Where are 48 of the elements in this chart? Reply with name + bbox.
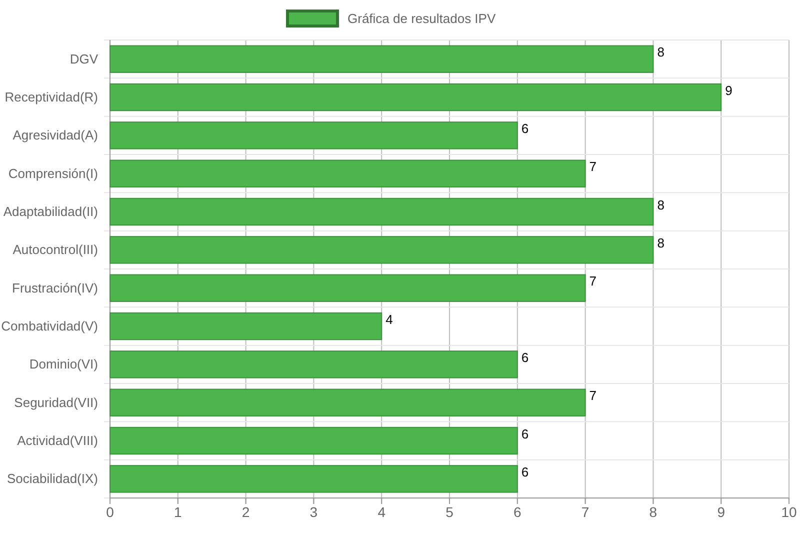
x-tick-label: 8 — [649, 504, 658, 520]
y-tick-label: Seguridad(VII) — [14, 394, 98, 410]
data-label: 7 — [589, 388, 597, 404]
y-tick-label: Receptividad(R) — [4, 89, 98, 104]
y-tick-label: Dominio(VI) — [29, 356, 98, 372]
bar — [110, 426, 518, 455]
data-label: 6 — [521, 350, 529, 366]
y-tick-label: Actividad(VIII) — [17, 432, 98, 448]
data-label: 6 — [521, 426, 529, 442]
x-tick-label: 7 — [581, 504, 590, 520]
data-label: 6 — [521, 121, 529, 136]
y-tick-label: Sociabilidad(IX) — [6, 471, 98, 486]
data-label: 7 — [589, 274, 597, 289]
bar — [110, 388, 586, 416]
y-tick-label: DGV — [70, 51, 98, 66]
data-label: 7 — [589, 159, 597, 174]
bar — [110, 122, 518, 150]
bar — [110, 236, 654, 264]
x-tick-label: 2 — [242, 504, 250, 520]
bar — [110, 45, 654, 73]
data-label: 8 — [657, 236, 664, 251]
data-label: 6 — [521, 464, 529, 480]
bar — [110, 198, 654, 226]
data-label: 8 — [657, 197, 664, 212]
bar — [110, 312, 382, 340]
y-tick-label: Autocontrol(III) — [12, 242, 98, 258]
data-label: 9 — [725, 82, 732, 98]
data-label: 4 — [386, 312, 393, 327]
x-tick-label: 6 — [514, 504, 522, 520]
y-tick-label: Agresividad(A) — [12, 128, 98, 143]
bar — [110, 160, 586, 188]
x-tick-label: 4 — [378, 504, 386, 520]
y-tick-label: Comprensión(I) — [8, 166, 98, 181]
data-label: 8 — [657, 44, 664, 60]
x-tick-label: 9 — [717, 504, 726, 520]
bar — [110, 274, 586, 302]
x-tick-label: 1 — [174, 504, 182, 520]
x-tick-label: 3 — [310, 504, 318, 520]
x-tick-label: 5 — [446, 504, 454, 520]
y-tick-label: Combatividad(V) — [1, 318, 98, 334]
bar — [110, 350, 518, 378]
x-tick-label: 10 — [781, 504, 797, 520]
bar — [110, 83, 722, 112]
x-tick-label: 0 — [106, 504, 114, 520]
y-tick-label: Adaptabilidad(II) — [3, 204, 98, 219]
bar — [110, 465, 518, 493]
y-tick-label: Frustración(IV) — [12, 280, 98, 296]
legend-label: Gráfica de resultados IPV — [348, 11, 496, 26]
